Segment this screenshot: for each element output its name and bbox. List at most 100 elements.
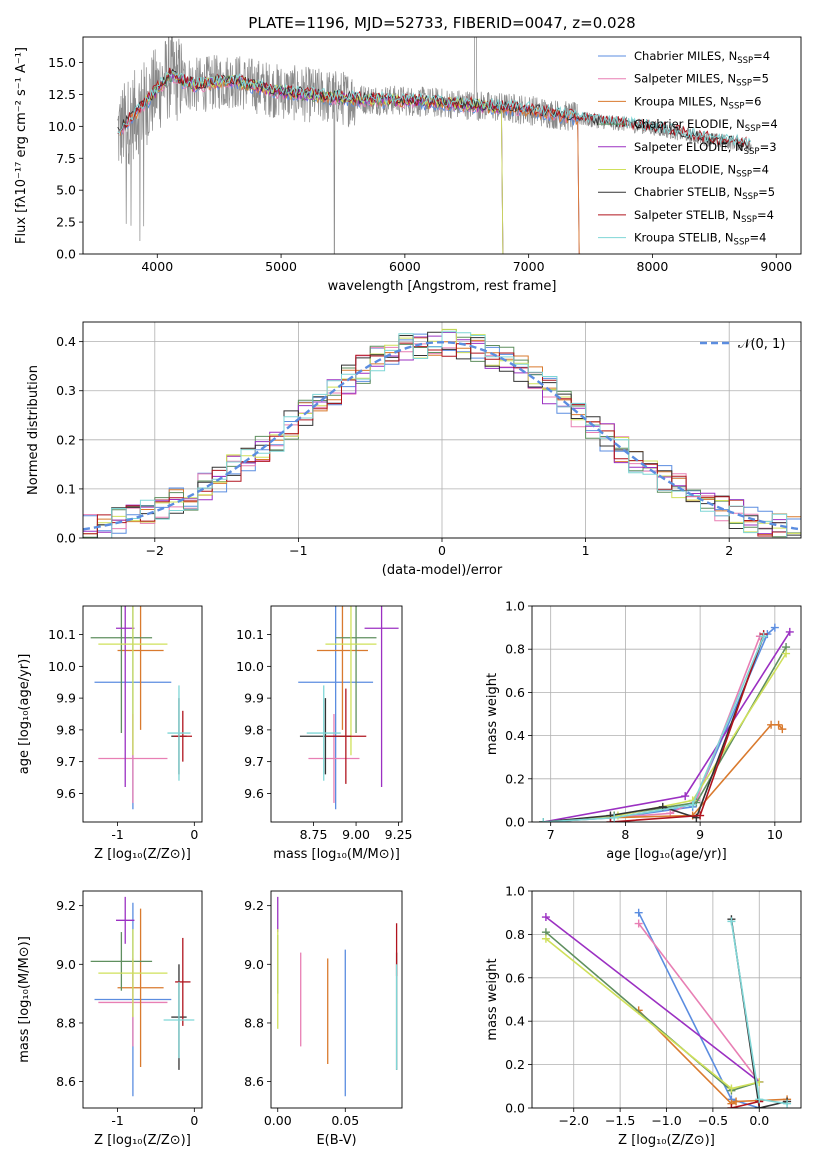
y-tick-label: 10.0 bbox=[48, 659, 76, 674]
legend-eq: =5 bbox=[752, 72, 769, 86]
y-tick-label: 8.8 bbox=[56, 1015, 76, 1030]
legend-label: Kroupa ELODIE, N bbox=[634, 163, 736, 177]
series-line-chabrier-miles bbox=[637, 912, 760, 1108]
y-tick-label: 2.5 bbox=[56, 215, 76, 230]
y-tick-label: 15.0 bbox=[48, 55, 76, 70]
x-tick-label: 2 bbox=[725, 543, 733, 558]
x-tick-label: 10 bbox=[767, 827, 783, 842]
y-tick-label: 0.0 bbox=[56, 531, 76, 546]
x-axis-label: (data-model)/error bbox=[382, 563, 503, 578]
data-point bbox=[755, 1095, 764, 1104]
x-axis-label: Z [log₁₀(Z/Z⊙)] bbox=[94, 1133, 191, 1148]
legend-sub: SSP bbox=[744, 147, 760, 157]
x-tick-label: −2.0 bbox=[559, 1113, 589, 1128]
legend-eq: =4 bbox=[757, 208, 774, 222]
x-tick-label: 8.75 bbox=[300, 827, 328, 842]
x-axis-label: age [log₁₀(age/yr)] bbox=[606, 847, 727, 862]
weight-vs-Z-axes: −2.0 −1.5 −1.0 −0.5 0.0 0.0 0.2 0.4 0.6 0.8 1.0 Z [… bbox=[485, 884, 802, 1148]
y-tick-label: 0.0 bbox=[56, 247, 76, 262]
x-tick-label: 0.0 bbox=[749, 1113, 769, 1128]
x-tick-label: 0.05 bbox=[331, 1113, 359, 1128]
legend-sub: SSP bbox=[736, 79, 752, 89]
x-tick-label: 6000 bbox=[389, 259, 421, 274]
x-tick-label: 9.25 bbox=[385, 827, 413, 842]
data-point bbox=[785, 627, 794, 636]
histogram-kroupa-stelib bbox=[83, 331, 801, 538]
series-line-kroupa-elodie bbox=[545, 938, 760, 1090]
model-spectrum-kroupa-stelib bbox=[117, 70, 751, 146]
age-vs-Z-axes: -1 0 9.6 9.7 9.8 9.9 10.0 10.1 Z [log₁₀(Z/Z⊙)] ag… bbox=[17, 605, 203, 862]
y-tick-label: 9.0 bbox=[56, 957, 76, 972]
legend-label: Salpeter MILES, N bbox=[634, 72, 736, 86]
x-tick-label: −0.5 bbox=[698, 1113, 728, 1128]
y-axis-label: Normed distribution bbox=[26, 365, 41, 495]
y-tick-label: 0.6 bbox=[505, 970, 525, 985]
data-point bbox=[541, 913, 550, 922]
data-point bbox=[727, 1084, 736, 1093]
y-tick-label: 8.6 bbox=[244, 1074, 264, 1089]
legend-entry: Chabrier STELIB, NSSP=5 bbox=[634, 185, 775, 202]
axes-frame bbox=[82, 36, 802, 255]
legend-sub: SSP bbox=[742, 192, 758, 202]
legend-sub: SSP bbox=[745, 124, 761, 134]
legend-sub: SSP bbox=[734, 238, 750, 248]
y-tick-label: 9.6 bbox=[56, 786, 76, 801]
legend-entry: Kroupa MILES, NSSP=6 bbox=[634, 94, 761, 111]
x-tick-label: 1 bbox=[582, 543, 590, 558]
x-tick-label: 7000 bbox=[513, 259, 545, 274]
data-point bbox=[634, 919, 643, 928]
legend-entry: Salpeter STELIB, NSSP=4 bbox=[634, 208, 774, 225]
x-axis-label: E(B-V) bbox=[316, 1133, 356, 1148]
data-point bbox=[767, 720, 776, 729]
y-tick-label: 9.8 bbox=[244, 722, 264, 737]
histogram-salpeter-stelib bbox=[83, 342, 801, 538]
legend-sub: SSP bbox=[736, 170, 752, 180]
legend-label: Chabrier MILES, N bbox=[634, 49, 737, 63]
data-point bbox=[783, 1099, 792, 1108]
y-tick-label: 0.2 bbox=[505, 1057, 525, 1072]
x-tick-label: 9.00 bbox=[342, 827, 370, 842]
axes-frame bbox=[270, 605, 403, 823]
y-tick-label: 0.2 bbox=[505, 771, 525, 786]
legend-entry: Salpeter MILES, NSSP=5 bbox=[634, 72, 769, 89]
data-point bbox=[759, 632, 768, 641]
x-tick-label: 7 bbox=[547, 827, 555, 842]
x-tick-label: 5000 bbox=[265, 259, 297, 274]
legend-sub: SSP bbox=[729, 101, 745, 111]
y-tick-label: 5.0 bbox=[56, 183, 76, 198]
legend-eq: =4 bbox=[749, 231, 766, 245]
series-line-salpeter-miles bbox=[638, 923, 760, 1083]
x-tick-label: 9 bbox=[696, 827, 704, 842]
data-point bbox=[732, 1097, 741, 1106]
data-point bbox=[727, 1104, 736, 1108]
series-line-kroupa-stelib bbox=[543, 635, 765, 822]
legend-entry: Chabrier MILES, NSSP=4 bbox=[634, 49, 770, 66]
x-axis-label: wavelength [Angstrom, rest frame] bbox=[328, 279, 557, 294]
legend-eq: =5 bbox=[758, 185, 775, 199]
legend-entry: Chabrier ELODIE, NSSP=4 bbox=[634, 117, 778, 134]
y-tick-label: 10.1 bbox=[48, 627, 76, 642]
y-axis-label: mass [log₁₀(M/M⊙)] bbox=[17, 936, 32, 1063]
legend-entry: Salpeter ELODIE, NSSP=3 bbox=[634, 140, 777, 157]
x-tick-label: -1 bbox=[111, 827, 123, 842]
weight-vs-age-plot-area bbox=[539, 623, 794, 822]
x-axis-label: Z [log₁₀(Z/Z⊙)] bbox=[94, 847, 191, 862]
chart-title: PLATE=1196, MJD=52733, FIBERID=0047, z=0… bbox=[248, 14, 635, 32]
y-tick-label: 0.1 bbox=[56, 481, 76, 496]
age-vs-mass-axes: 8.75 9.00 9.25 9.6 9.7 9.8 9.9 10.0 10.1 mass [lo… bbox=[236, 605, 413, 862]
legend-sub: SSP bbox=[741, 215, 757, 225]
age-vs-mass-plot-area bbox=[298, 606, 399, 810]
y-tick-label: 1.0 bbox=[505, 599, 525, 614]
gaussian-curve bbox=[83, 340, 801, 531]
x-tick-label: −2 bbox=[146, 543, 164, 558]
legend-entry: 𝒩(0, 1) bbox=[738, 337, 785, 352]
residuals-plot-area bbox=[83, 328, 801, 538]
weight-vs-Z-plot-area bbox=[541, 908, 792, 1108]
x-tick-label: −1 bbox=[289, 543, 307, 558]
legend-label: Salpeter STELIB, N bbox=[634, 208, 741, 222]
y-tick-label: 9.7 bbox=[56, 754, 76, 769]
legend-label: Salpeter ELODIE, N bbox=[634, 140, 744, 154]
series-line-kroupa-elodie bbox=[543, 653, 787, 822]
y-tick-label: 10.1 bbox=[236, 627, 264, 642]
data-point bbox=[606, 818, 615, 822]
